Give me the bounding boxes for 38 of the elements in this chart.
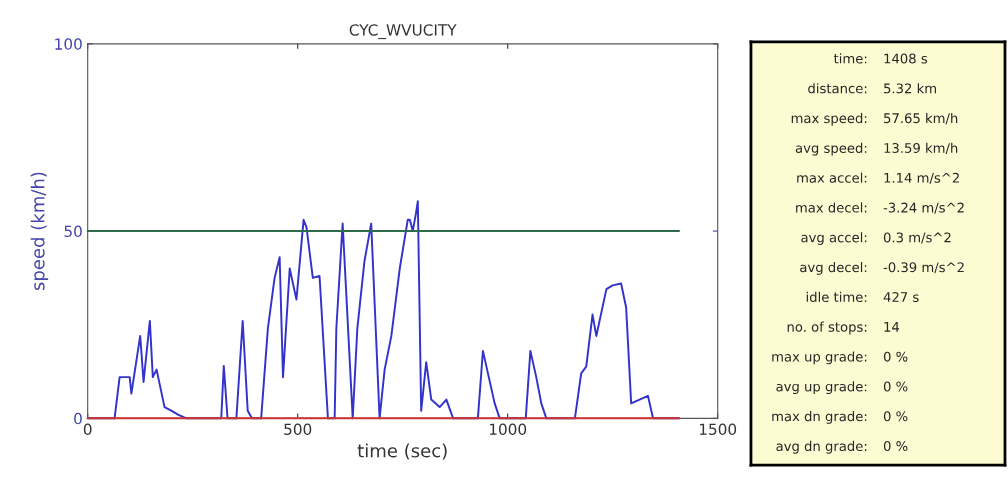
text: -3.24 m/s^2 bbox=[883, 202, 964, 214]
y-axis-title: speed (km/h) bbox=[30, 172, 49, 291]
text: avg decel: bbox=[800, 262, 867, 275]
text: 5.32 km bbox=[884, 83, 936, 94]
text: 1408 s bbox=[884, 53, 928, 64]
x-tick-label: 1000 bbox=[489, 423, 527, 436]
text: max up grade: bbox=[772, 351, 867, 365]
text: 0 % bbox=[883, 441, 908, 452]
text: avg accel: bbox=[801, 232, 867, 245]
text: max speed: bbox=[791, 112, 867, 126]
text: avg dn grade: bbox=[776, 440, 867, 454]
text: 1.14 m/s^2 bbox=[884, 172, 959, 184]
text: idle time: bbox=[806, 291, 867, 303]
x-axis-title: time (sec) bbox=[357, 443, 447, 460]
text: -0.39 m/s^2 bbox=[883, 262, 964, 274]
text: avg up grade: bbox=[776, 381, 867, 395]
x-tick-label: 1500 bbox=[699, 423, 737, 436]
y-tick-label: 0 bbox=[74, 412, 82, 425]
y-tick-label: 100 bbox=[55, 38, 82, 50]
text: distance: bbox=[808, 83, 867, 94]
text: 427 s bbox=[883, 292, 919, 303]
x-tick-label: 0 bbox=[83, 423, 92, 436]
text: no. of stops: bbox=[787, 321, 867, 335]
text: max dn grade: bbox=[772, 411, 867, 424]
chart-title: CYC_WVUCITY bbox=[349, 24, 457, 40]
text: max accel: bbox=[797, 172, 867, 183]
text: max decel: bbox=[796, 202, 867, 213]
text: 13.59 km/h bbox=[884, 142, 958, 155]
text: 0 % bbox=[883, 351, 908, 362]
text: 57.65 km/h bbox=[884, 112, 958, 125]
text: 0 % bbox=[883, 411, 908, 422]
text: 0.3 m/s^2 bbox=[883, 232, 951, 244]
text: avg speed: bbox=[795, 142, 867, 156]
x-tick-label: 500 bbox=[284, 423, 312, 436]
text: 14 bbox=[884, 322, 900, 332]
text: time: bbox=[833, 53, 867, 64]
text: 0 % bbox=[883, 381, 908, 392]
y-tick-label: 50 bbox=[64, 225, 82, 238]
